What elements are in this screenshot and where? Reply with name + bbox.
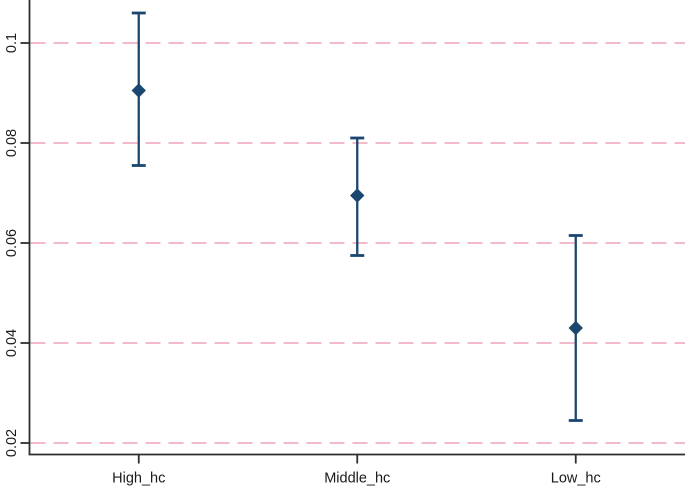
y-tick-label-0.08: 0.08 [4,129,20,157]
point-estimate-marker-High_hc [131,83,146,98]
x-tick-label-High_hc: High_hc [112,471,165,487]
y-tick-label-0.04: 0.04 [4,329,20,357]
x-tick-label-Middle_hc: Middle_hc [324,471,390,487]
x-tick-label-Low_hc: Low_hc [551,471,601,487]
y-tick-label-0.02: 0.02 [4,429,20,457]
y-tick-label-0.1: 0.1 [4,33,20,53]
point-estimate-marker-Low_hc [568,320,583,336]
point-estimate-marker-Middle_hc [350,188,365,203]
y-tick-label-0.06: 0.06 [4,229,20,257]
